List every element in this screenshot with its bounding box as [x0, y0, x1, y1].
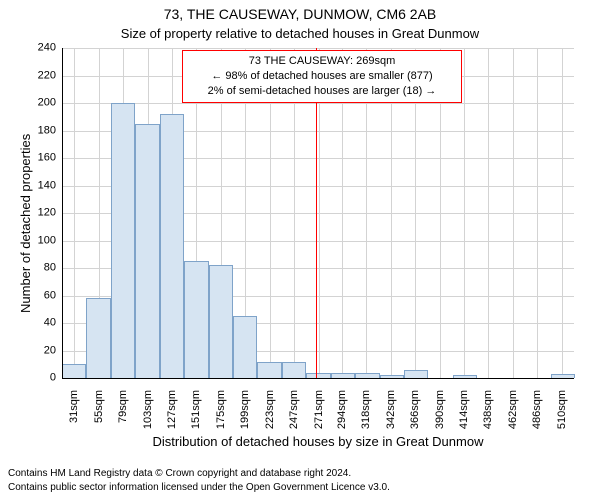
footer-attribution: Contains HM Land Registry data © Crown c… — [8, 467, 390, 494]
x-tick-label: 294sqm — [336, 390, 348, 440]
x-gridline — [513, 48, 514, 378]
histogram-bar — [233, 316, 257, 378]
annotation-line: 73 THE CAUSEWAY: 269sqm — [189, 54, 455, 69]
x-tick-label: 390sqm — [434, 390, 446, 440]
histogram-bar — [111, 103, 135, 378]
x-tick-label: 510sqm — [556, 390, 568, 440]
x-gridline — [74, 48, 75, 378]
annotation-line: 2% of semi-detached houses are larger (1… — [189, 84, 455, 99]
x-tick-label: 342sqm — [385, 390, 397, 440]
x-tick-label: 127sqm — [166, 390, 178, 440]
x-tick-label: 271sqm — [313, 390, 325, 440]
x-tick-label: 223sqm — [264, 390, 276, 440]
x-tick-label: 55sqm — [93, 390, 105, 440]
x-tick-label: 247sqm — [288, 390, 300, 440]
x-tick-label: 366sqm — [409, 390, 421, 440]
histogram-bar — [404, 370, 428, 378]
x-axis-label: Distribution of detached houses by size … — [62, 434, 574, 449]
x-tick-label: 103sqm — [142, 390, 154, 440]
y-tick-label: 20 — [24, 345, 56, 356]
annotation-box: 73 THE CAUSEWAY: 269sqm← 98% of detached… — [182, 50, 462, 103]
y-tick-label: 220 — [24, 70, 56, 81]
y-tick-label: 240 — [24, 43, 56, 54]
histogram-bar — [135, 124, 159, 378]
x-tick-label: 175sqm — [215, 390, 227, 440]
footer-line2: Contains public sector information licen… — [8, 481, 390, 495]
histogram-bar — [209, 265, 233, 378]
y-tick-label: 0 — [24, 373, 56, 384]
y-tick-label: 40 — [24, 318, 56, 329]
histogram-bar — [86, 298, 110, 378]
x-tick-label: 151sqm — [190, 390, 202, 440]
x-tick-label: 199sqm — [239, 390, 251, 440]
x-gridline — [537, 48, 538, 378]
x-tick-label: 31sqm — [68, 390, 80, 440]
histogram-chart: 02040608010012014016018020022024031sqm55… — [0, 0, 600, 500]
x-tick-label: 79sqm — [117, 390, 129, 440]
x-tick-label: 462sqm — [507, 390, 519, 440]
x-tick-label: 318sqm — [360, 390, 372, 440]
histogram-bar — [62, 364, 86, 378]
footer-line1: Contains HM Land Registry data © Crown c… — [8, 467, 390, 481]
y-tick-label: 200 — [24, 98, 56, 109]
histogram-bar — [160, 114, 184, 378]
x-tick-label: 486sqm — [531, 390, 543, 440]
y-axis-label: Number of detached properties — [18, 293, 33, 313]
chart-container: { "titles": { "line1": "73, THE CAUSEWAY… — [0, 0, 600, 500]
y-axis-line — [62, 48, 63, 378]
x-tick-label: 414sqm — [458, 390, 470, 440]
x-gridline — [562, 48, 563, 378]
histogram-bar — [257, 362, 281, 379]
histogram-bar — [282, 362, 306, 379]
histogram-bar — [184, 261, 208, 378]
x-gridline — [464, 48, 465, 378]
x-tick-label: 438sqm — [482, 390, 494, 440]
x-gridline — [488, 48, 489, 378]
annotation-line: ← 98% of detached houses are smaller (87… — [189, 69, 455, 84]
x-axis-line — [62, 378, 574, 379]
